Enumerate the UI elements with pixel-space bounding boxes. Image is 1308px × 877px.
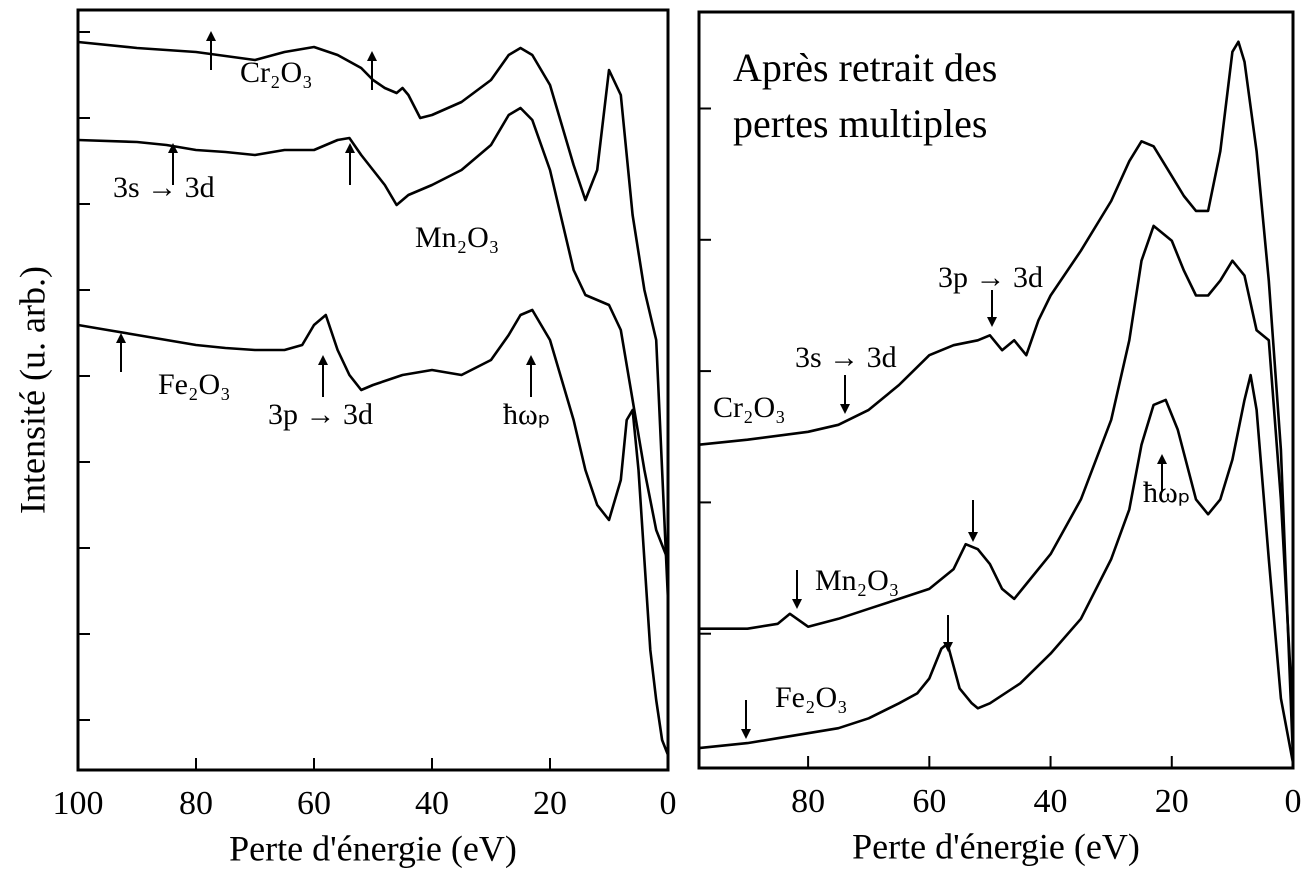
x-tick-label: 60: [912, 783, 946, 820]
series-label: Mn₂O₃: [415, 221, 499, 254]
annotation: Après retrait des: [733, 45, 997, 90]
spectrum-line: [77, 308, 670, 756]
x-tick-label: 0: [660, 785, 677, 822]
series-label: Fe₂O₃: [775, 681, 848, 714]
x-tick-label: 40: [415, 785, 449, 822]
annotation: ħωₚ: [503, 398, 551, 431]
series-label: Mn₂O₃: [815, 564, 899, 597]
x-tick-label: 20: [1155, 783, 1189, 820]
series-label: Fe₂O₃: [158, 368, 231, 401]
x-tick-label: 20: [533, 785, 567, 822]
annotation: 3s → 3d: [113, 171, 215, 204]
annotation: 3s → 3d: [795, 341, 897, 374]
plot-frame: [76, 8, 670, 772]
x-tick-label: 80: [791, 783, 825, 820]
x-tick-label: 0: [1285, 783, 1302, 820]
x-tick-label: 80: [179, 785, 213, 822]
x-tick-label: 40: [1034, 783, 1068, 820]
series-label: Cr₂O₃: [713, 391, 786, 424]
x-axis-label: Perte d'énergie (eV): [852, 826, 1140, 866]
plot-frame: [697, 10, 1295, 770]
x-tick-label: 60: [297, 785, 331, 822]
y-axis-label: Intensité (u. arb.): [12, 266, 52, 514]
spectrum-line: [698, 40, 1295, 759]
spectrum-line: [77, 40, 670, 601]
spectrum-line: [698, 373, 1295, 764]
x-axis-label: Perte d'énergie (eV): [229, 828, 517, 868]
spectrum-line: [77, 106, 670, 561]
annotation: 3p → 3d: [938, 261, 1043, 294]
annotation: ħωₚ: [1143, 476, 1191, 509]
x-tick-label: 100: [53, 785, 104, 822]
series-label: Cr₂O₃: [240, 56, 313, 89]
spectrum-line: [699, 224, 1295, 719]
annotation: 3p → 3d: [268, 398, 373, 431]
annotation: pertes multiples: [733, 101, 987, 146]
